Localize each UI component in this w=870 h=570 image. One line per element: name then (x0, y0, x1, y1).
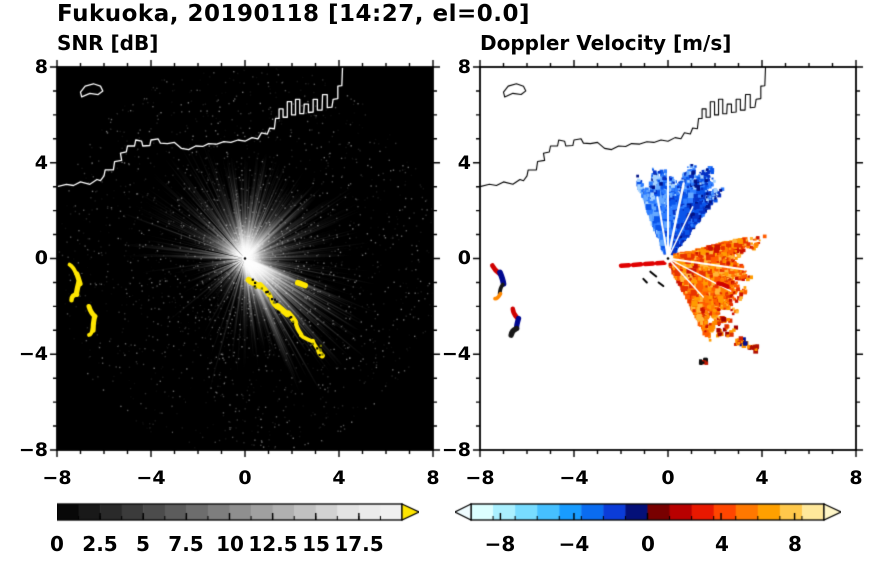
y-tick-label: 0 (34, 247, 48, 269)
colorbar-tick-label: 2.5 (82, 532, 118, 556)
x-tick-label: 4 (755, 467, 769, 489)
y-tick-label: 0 (457, 247, 471, 269)
colorbar-tick-label: 10 (216, 532, 244, 556)
doppler-colorbar (455, 502, 841, 523)
snr-map-canvas (45, 55, 445, 462)
x-tick-label: 8 (426, 467, 440, 489)
x-tick-label: −4 (136, 467, 166, 489)
x-tick-label: 8 (849, 467, 863, 489)
x-tick-label: 0 (661, 467, 675, 489)
y-tick-label: −4 (441, 343, 471, 365)
doppler-panel-title: Doppler Velocity [m/s] (480, 31, 732, 55)
colorbar-tick-label: 7.5 (168, 532, 204, 556)
colorbar-tick-label: 4 (715, 532, 729, 556)
x-tick-label: −4 (559, 467, 589, 489)
colorbar-tick-label: 0 (50, 532, 64, 556)
y-tick-label: −8 (18, 439, 48, 461)
y-tick-label: 4 (457, 152, 471, 174)
y-tick-label: −8 (441, 439, 471, 461)
colorbar-tick-label: 5 (136, 532, 150, 556)
colorbar-tick-label: 0 (641, 532, 655, 556)
x-tick-label: 0 (238, 467, 252, 489)
x-tick-label: 4 (332, 467, 346, 489)
snr-colorbar (57, 502, 419, 523)
figure-title: Fukuoka, 20190118 [14:27, el=0.0] (57, 1, 530, 27)
colorbar-tick-label: 8 (788, 532, 802, 556)
y-tick-label: −4 (18, 343, 48, 365)
colorbar-tick-label: −4 (558, 532, 590, 556)
colorbar-tick-label: 17.5 (334, 532, 384, 556)
snr-panel-title: SNR [dB] (57, 31, 159, 55)
colorbar-tick-label: −8 (484, 532, 516, 556)
colorbar-tick-label: 15 (302, 532, 330, 556)
colorbar-tick-label: 12.5 (248, 532, 298, 556)
y-tick-label: 4 (34, 152, 48, 174)
y-tick-label: 8 (457, 56, 471, 78)
x-tick-label: −8 (42, 467, 72, 489)
doppler-map-canvas (468, 55, 868, 462)
y-tick-label: 8 (34, 56, 48, 78)
x-tick-label: −8 (465, 467, 495, 489)
